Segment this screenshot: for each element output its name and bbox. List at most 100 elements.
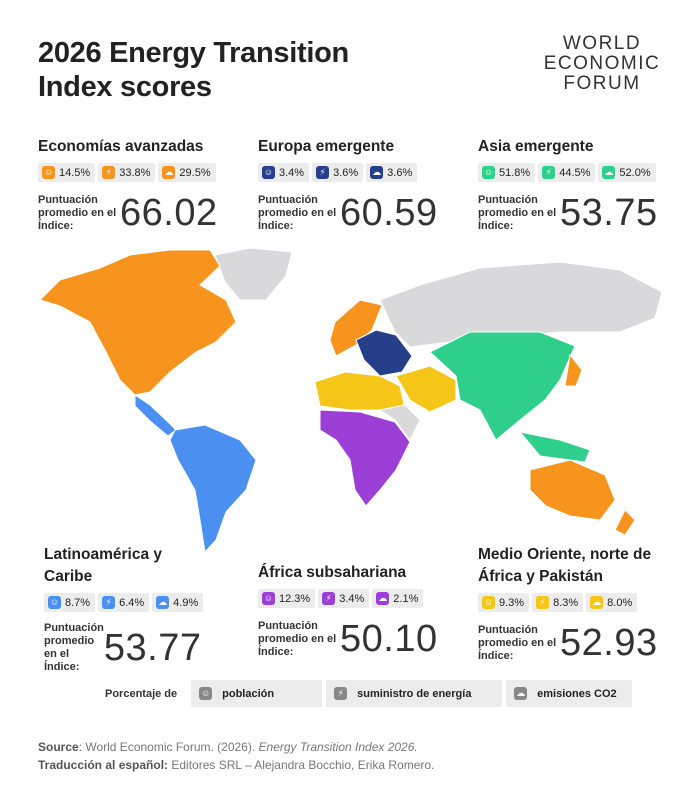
legend-icon: ☁ <box>514 687 528 700</box>
translation-label: Traducción al español: <box>38 758 169 772</box>
stat-value: 3.6% <box>387 166 413 179</box>
legend: Porcentaje de ☺ población ⚡ suministro de … <box>105 680 633 707</box>
title: 2026 Energy Transition Index scores <box>38 37 349 103</box>
region-stats: ☺ 51.8% ⚡ 44.5% ☁ 52.0% <box>478 163 683 182</box>
region-name: Europa emergente <box>258 138 395 155</box>
score-box: Puntuación promedio en el Índice: 66.02 <box>38 192 243 235</box>
legend-item: ☺ población <box>191 680 323 707</box>
map-subsaharan <box>319 409 411 507</box>
score-label: Puntuación promedio en el Índice: <box>478 624 557 662</box>
score-label: Puntuación promedio en el Índice: <box>258 620 337 658</box>
stat: ⚡ 6.4% <box>98 593 150 612</box>
stat-icon: ☺ <box>262 592 275 605</box>
score-label: Puntuación promedio en el Índice: <box>44 622 104 673</box>
stat-icon: ⚡ <box>316 166 330 179</box>
source-italic: Energy Transition Index 2026. <box>258 740 418 754</box>
map-central-america <box>134 394 177 437</box>
source-line: Source: World Economic Forum. (2026). En… <box>38 738 434 756</box>
stat-value: 29.5% <box>179 166 211 179</box>
region: Asia emergente ☺ 51.8% ⚡ 44.5% ☁ 52.0% Puntuaci… <box>478 136 683 235</box>
stat-icon: ☺ <box>262 166 275 179</box>
stat-value: 3.4% <box>339 592 365 605</box>
stat-value: 51.8% <box>499 166 531 179</box>
region-name: Latinoamérica y Caribe <box>44 546 163 585</box>
logo-line: FORUM <box>563 73 641 94</box>
stat-value: 14.5% <box>59 166 91 179</box>
map-north-africa <box>314 371 405 411</box>
map-australia <box>529 459 616 521</box>
stat-icon: ☺ <box>48 596 61 609</box>
stat-value: 8.0% <box>607 596 633 609</box>
stat: ☁ 52.0% <box>598 163 656 182</box>
stat: ⚡ 3.6% <box>312 163 364 182</box>
stat-value: 33.8% <box>119 166 151 179</box>
region: Economías avanzadas ☺ 14.5% ⚡ 33.8% ☁ 29.5% Pun… <box>38 136 243 235</box>
region: África subsahariana ☺ 12.3% ⚡ 3.4% ☁ 2.1% Puntu… <box>258 562 463 661</box>
map-russia <box>379 261 663 348</box>
legend-text: suministro de energía <box>357 687 472 700</box>
stat-value: 8.3% <box>553 596 579 609</box>
map-east-europe <box>355 329 413 377</box>
stat: ☁ 29.5% <box>158 163 216 182</box>
legend-item: ☁ emisiones CO2 <box>506 680 633 707</box>
region-name: Asia emergente <box>478 138 594 155</box>
source-text: : World Economic Forum. (2026). <box>78 740 259 754</box>
map-new-zealand <box>614 509 636 536</box>
map-greenland <box>214 247 293 301</box>
stat: ☁ 3.6% <box>366 163 418 182</box>
region: Medio Oriente, norte de África y Pakistá… <box>478 544 678 665</box>
map-japan <box>564 353 583 387</box>
region: Latinoamérica y Caribe ☺ 8.7% ⚡ 6.4% ☁ 4.9% Pun… <box>44 544 204 674</box>
score-label: Puntuación promedio en el Índice: <box>38 194 117 232</box>
region-name: Medio Oriente, norte de África y Pakistá… <box>478 546 652 585</box>
score: 50.10 <box>340 618 438 660</box>
stat-icon: ☁ <box>602 166 616 179</box>
stat-icon: ⚡ <box>542 166 556 179</box>
stat-value: 52.0% <box>619 166 651 179</box>
region-stats: ☺ 12.3% ⚡ 3.4% ☁ 2.1% <box>258 589 463 608</box>
stat: ☺ 9.3% <box>478 593 530 612</box>
stat: ⚡ 8.3% <box>532 593 584 612</box>
stat-icon: ⚡ <box>322 592 336 605</box>
map-middle-east <box>395 365 457 413</box>
legend-text: población <box>222 687 275 700</box>
stat-value: 8.7% <box>65 596 91 609</box>
region: Europa emergente ☺ 3.4% ⚡ 3.6% ☁ 3.6% Puntuació… <box>258 136 463 235</box>
stat-value: 3.6% <box>333 166 359 179</box>
legend-icon: ⚡ <box>334 687 348 700</box>
map-north-america <box>39 249 237 396</box>
stat: ⚡ 3.4% <box>318 589 370 608</box>
stat: ☁ 4.9% <box>152 593 204 612</box>
stat-icon: ☁ <box>370 166 384 179</box>
score-box: Puntuación promedio en el Índice: 53.75 <box>478 192 683 235</box>
score: 52.93 <box>560 622 658 664</box>
stat-icon: ☁ <box>376 592 390 605</box>
stat-value: 44.5% <box>559 166 591 179</box>
stat-icon: ⚡ <box>102 596 116 609</box>
score-box: Puntuación promedio en el Índice: 53.77 <box>44 622 201 674</box>
logo-line: ECONOMIC <box>543 53 661 74</box>
stat-value: 4.9% <box>173 596 199 609</box>
translation-line: Traducción al español: Editores SRL – Al… <box>38 756 434 774</box>
stat-icon: ⚡ <box>102 166 116 179</box>
stat-value: 2.1% <box>393 592 419 605</box>
stat-icon: ☺ <box>42 166 55 179</box>
stat-icon: ⚡ <box>536 596 550 609</box>
legend-item: ⚡ suministro de energía <box>326 680 503 707</box>
stat: ☺ 12.3% <box>258 589 316 608</box>
logo: WORLD ECONOMIC FORUM <box>540 34 664 94</box>
stat: ☺ 8.7% <box>44 593 96 612</box>
stat: ⚡ 44.5% <box>538 163 596 182</box>
score-label: Puntuación promedio en el Índice: <box>478 194 557 232</box>
stat-icon: ☺ <box>482 166 495 179</box>
stat-value: 3.4% <box>279 166 305 179</box>
legend-icon: ☺ <box>199 687 213 700</box>
score: 53.75 <box>560 192 658 234</box>
score-box: Puntuación promedio en el Índice: 52.93 <box>478 622 678 665</box>
region-stats: ☺ 14.5% ⚡ 33.8% ☁ 29.5% <box>38 163 243 182</box>
score-box: Puntuación promedio en el Índice: 60.59 <box>258 192 463 235</box>
source-label: Source <box>38 740 79 754</box>
